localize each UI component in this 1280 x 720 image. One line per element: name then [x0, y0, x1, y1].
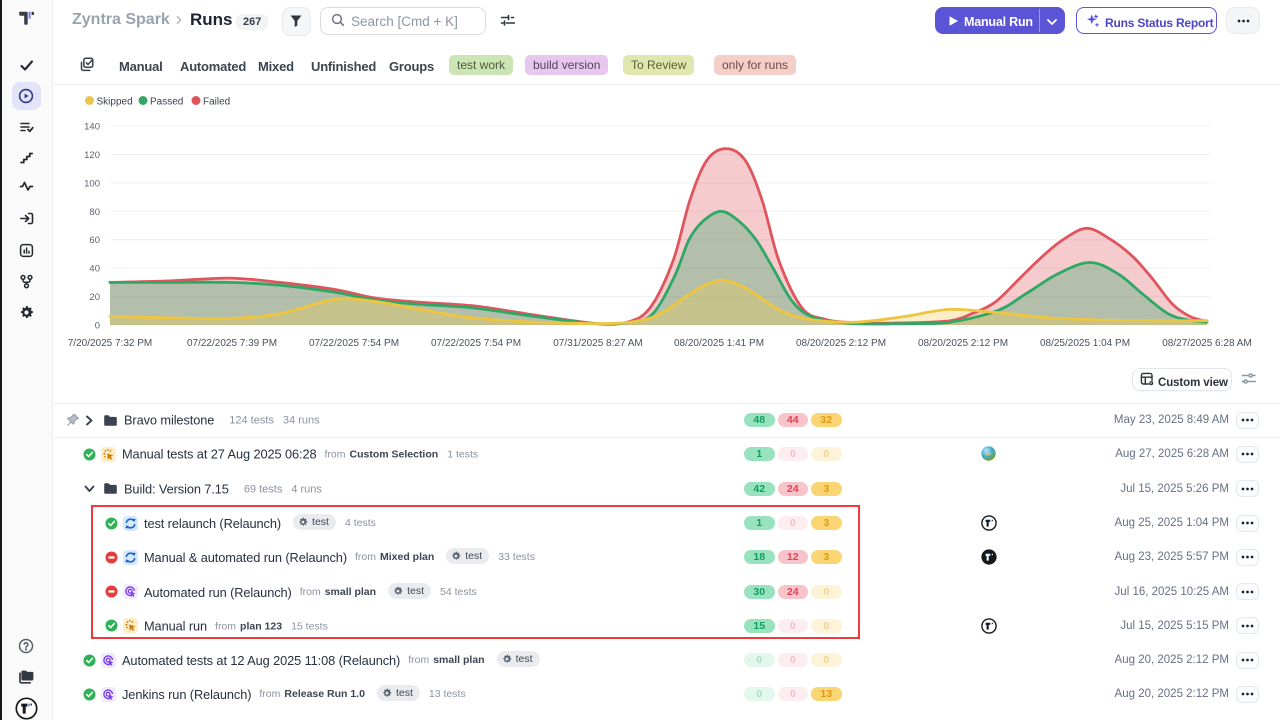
- svg-text:07/22/2025 7:54 PM: 07/22/2025 7:54 PM: [431, 338, 521, 349]
- svg-text:40: 40: [89, 264, 100, 275]
- svg-text:Passed: Passed: [150, 97, 183, 108]
- svg-text:07/22/2025 7:54 PM: 07/22/2025 7:54 PM: [309, 338, 399, 349]
- svg-text:80: 80: [89, 207, 100, 218]
- svg-text:120: 120: [84, 150, 100, 161]
- svg-text:08/27/2025 6:28 AM: 08/27/2025 6:28 AM: [1162, 338, 1252, 349]
- svg-text:7/20/2025 7:32 PM: 7/20/2025 7:32 PM: [68, 338, 153, 349]
- svg-text:100: 100: [84, 178, 100, 189]
- svg-text:60: 60: [89, 235, 100, 246]
- svg-text:08/20/2025 2:12 PM: 08/20/2025 2:12 PM: [796, 338, 886, 349]
- svg-text:0: 0: [95, 321, 100, 332]
- svg-text:08/25/2025 1:04 PM: 08/25/2025 1:04 PM: [1040, 338, 1130, 349]
- svg-text:08/20/2025 2:12 PM: 08/20/2025 2:12 PM: [918, 338, 1008, 349]
- svg-text:20: 20: [89, 292, 100, 303]
- svg-text:07/31/2025 8:27 AM: 07/31/2025 8:27 AM: [553, 338, 643, 349]
- svg-text:140: 140: [84, 122, 100, 133]
- svg-text:Failed: Failed: [203, 97, 230, 108]
- svg-text:08/20/2025 1:41 PM: 08/20/2025 1:41 PM: [674, 338, 764, 349]
- svg-text:Skipped: Skipped: [97, 97, 133, 108]
- svg-text:07/22/2025 7:39 PM: 07/22/2025 7:39 PM: [187, 338, 277, 349]
